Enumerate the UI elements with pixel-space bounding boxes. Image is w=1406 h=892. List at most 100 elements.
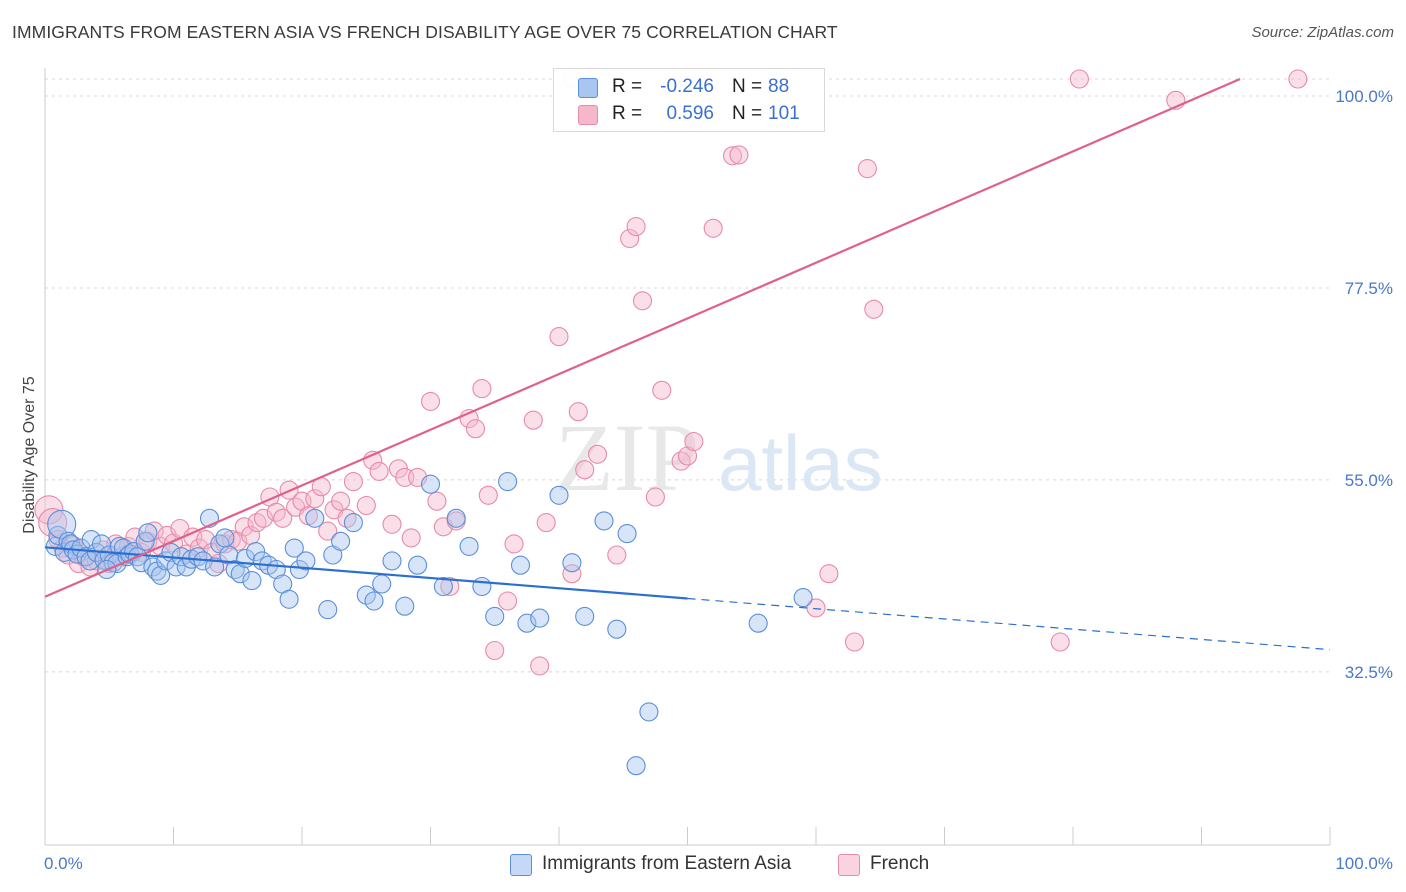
legend-swatch-french bbox=[578, 105, 598, 125]
french-point bbox=[652, 380, 672, 400]
y-tick-label: 32.5% bbox=[1345, 663, 1393, 682]
french-point bbox=[465, 419, 486, 439]
eastern-asia-point bbox=[382, 551, 402, 571]
legend-row-eastern-asia: R = -0.246 N = 88 bbox=[554, 73, 824, 101]
eastern-asia-point bbox=[356, 585, 376, 605]
french-point bbox=[273, 508, 293, 528]
eastern-asia-point bbox=[433, 576, 453, 597]
eastern-asia-point bbox=[472, 576, 492, 597]
y-tick-label: 55.0% bbox=[1345, 471, 1393, 490]
french-point bbox=[498, 591, 518, 611]
french-point bbox=[607, 545, 627, 565]
french-point bbox=[722, 146, 743, 166]
eastern-asia-point bbox=[81, 530, 101, 550]
french-point bbox=[703, 218, 723, 238]
eastern-asia-point bbox=[296, 551, 316, 571]
french-point bbox=[318, 521, 338, 541]
french-point bbox=[369, 461, 389, 481]
eastern-asia-point bbox=[575, 606, 595, 626]
y-tick-label: 100.0% bbox=[1335, 87, 1393, 106]
french-point bbox=[401, 528, 421, 548]
french-point bbox=[38, 508, 68, 538]
eastern-asia-point bbox=[510, 555, 531, 575]
x-tick-label: 0.0% bbox=[44, 854, 83, 873]
watermark-zip: ZIP bbox=[555, 404, 699, 511]
eastern-asia-point bbox=[594, 511, 614, 531]
y-tick-label: 77.5% bbox=[1345, 279, 1393, 298]
eastern-asia-point bbox=[47, 509, 77, 539]
french-point bbox=[382, 514, 402, 534]
eastern-asia-point bbox=[219, 545, 239, 565]
french-point bbox=[331, 491, 351, 511]
french-point bbox=[253, 508, 274, 528]
eastern-asia-point bbox=[284, 538, 304, 558]
axes bbox=[44, 68, 1331, 846]
french-point bbox=[684, 431, 704, 452]
eastern-asia-point bbox=[446, 508, 466, 528]
eastern-asia-trend-extension bbox=[687, 597, 1331, 651]
french-point bbox=[645, 487, 665, 507]
eastern-asia-point bbox=[318, 600, 338, 620]
eastern-asia-point bbox=[562, 553, 582, 573]
french-point bbox=[536, 513, 556, 533]
eastern-asia-point bbox=[459, 536, 479, 556]
french-point bbox=[562, 564, 582, 584]
correlation-legend: R = -0.246 N = 88 R = 0.596 N = 101 bbox=[553, 68, 825, 132]
eastern-asia-point bbox=[639, 702, 659, 722]
french-point bbox=[671, 451, 691, 471]
eastern-asia-point bbox=[138, 523, 158, 543]
eastern-asia-trend-line bbox=[44, 546, 688, 600]
french-point bbox=[568, 402, 588, 422]
french-point bbox=[356, 495, 376, 516]
french-point bbox=[530, 656, 550, 676]
eastern-asia-point bbox=[205, 557, 225, 577]
eastern-asia-point bbox=[215, 528, 235, 548]
legend-label-eastern-asia: Immigrants from Eastern Asia bbox=[542, 853, 792, 874]
eastern-asia-point bbox=[279, 589, 299, 609]
eastern-asia-point bbox=[230, 564, 250, 584]
eastern-asia-point bbox=[626, 756, 646, 776]
french-point bbox=[575, 460, 595, 480]
n-label: N = bbox=[732, 76, 763, 97]
french-point bbox=[523, 410, 543, 430]
eastern-asia-point bbox=[549, 485, 569, 505]
eastern-asia-point bbox=[372, 574, 392, 594]
eastern-asia-point bbox=[530, 608, 550, 628]
legend-swatch-eastern-asia bbox=[578, 78, 598, 98]
french-point bbox=[485, 640, 505, 661]
french-point bbox=[632, 291, 653, 311]
eastern-asia-point bbox=[395, 596, 415, 616]
eastern-asia-point bbox=[305, 508, 325, 528]
french-point bbox=[819, 564, 839, 584]
french-point bbox=[221, 530, 241, 550]
eastern-asia-point bbox=[617, 524, 637, 544]
n-value: 88 bbox=[768, 76, 790, 97]
french-point bbox=[587, 444, 608, 464]
grid-lines bbox=[45, 78, 1330, 673]
eastern-asia-point bbox=[517, 613, 537, 633]
eastern-asia-point bbox=[485, 606, 505, 626]
french-point bbox=[504, 534, 524, 554]
french-point bbox=[343, 472, 363, 492]
french-point bbox=[472, 379, 492, 399]
legend-label-french: French bbox=[870, 853, 930, 874]
n-value: 101 bbox=[768, 103, 800, 124]
french-trend-line bbox=[44, 77, 1241, 598]
watermark-atlas: atlas bbox=[718, 419, 883, 507]
legend-row-french: R = 0.596 N = 101 bbox=[554, 100, 824, 128]
trend-lines bbox=[44, 77, 1331, 651]
r-value: 0.596 bbox=[666, 103, 714, 124]
eastern-asia-point bbox=[343, 513, 363, 533]
eastern-asia-point bbox=[246, 542, 266, 562]
series-legend: Immigrants from Eastern Asia French bbox=[0, 851, 1406, 879]
french-point bbox=[549, 327, 569, 347]
chart-title: IMMIGRANTS FROM EASTERN ASIA VS FRENCH D… bbox=[12, 22, 838, 42]
chart-source: Source: ZipAtlas.com bbox=[1251, 24, 1394, 41]
eastern-asia-point bbox=[748, 613, 768, 633]
x-tick-label: 100.0% bbox=[1335, 854, 1393, 873]
french-point bbox=[620, 228, 640, 249]
eastern-asia-point bbox=[793, 588, 813, 608]
french-point bbox=[729, 145, 749, 165]
french-point bbox=[1050, 632, 1070, 652]
